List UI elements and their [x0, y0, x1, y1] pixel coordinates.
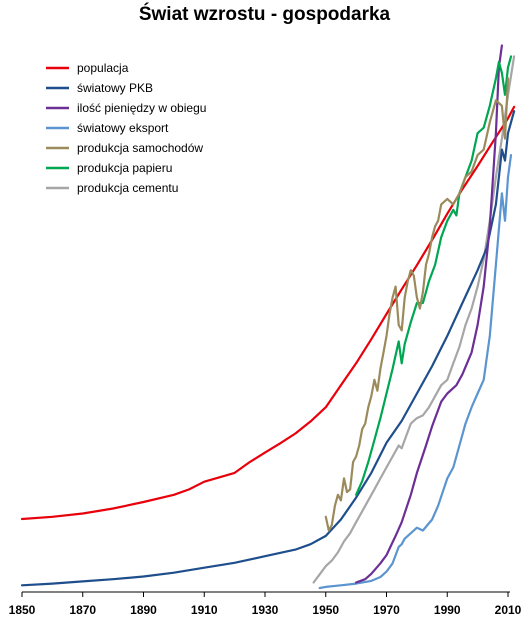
x-tick-label: 1870: [69, 603, 96, 617]
legend-label: populacja: [77, 61, 129, 75]
x-tick-label: 1930: [252, 603, 279, 617]
series-line-3: [318, 154, 513, 590]
legend-label: produkcja papieru: [77, 161, 172, 175]
x-tick-label: 2010: [495, 603, 522, 617]
chart-title: Świat wzrostu - gospodarka: [138, 4, 391, 25]
x-tick-label: 1910: [191, 603, 218, 617]
x-tick-label: 1970: [373, 603, 400, 617]
series-line-4: [324, 77, 510, 532]
legend-label: produkcja cementu: [77, 181, 178, 195]
x-tick-label: 1850: [9, 603, 36, 617]
x-tick-label: 1890: [130, 603, 157, 617]
series-line-5: [355, 55, 513, 496]
plot-lines: [20, 44, 516, 590]
legend-label: ilość pieniędzy w obiegu: [77, 101, 206, 115]
legend: populacja światowy PKB ilość pieniędzy w o…: [46, 61, 206, 195]
legend-label: światowy PKB: [77, 81, 153, 95]
x-tick-label: 1990: [434, 603, 461, 617]
series-line-2: [355, 44, 503, 584]
x-tick-label: 1950: [312, 603, 339, 617]
series-line-1: [20, 110, 516, 587]
legend-label: produkcja samochodów: [77, 141, 203, 155]
x-axis-ticks: 1850 1870 1890 1910 1930 1950 1970 1990 2010: [9, 592, 522, 617]
legend-label: światowy eksport: [77, 121, 169, 135]
series-line-6: [312, 55, 516, 584]
